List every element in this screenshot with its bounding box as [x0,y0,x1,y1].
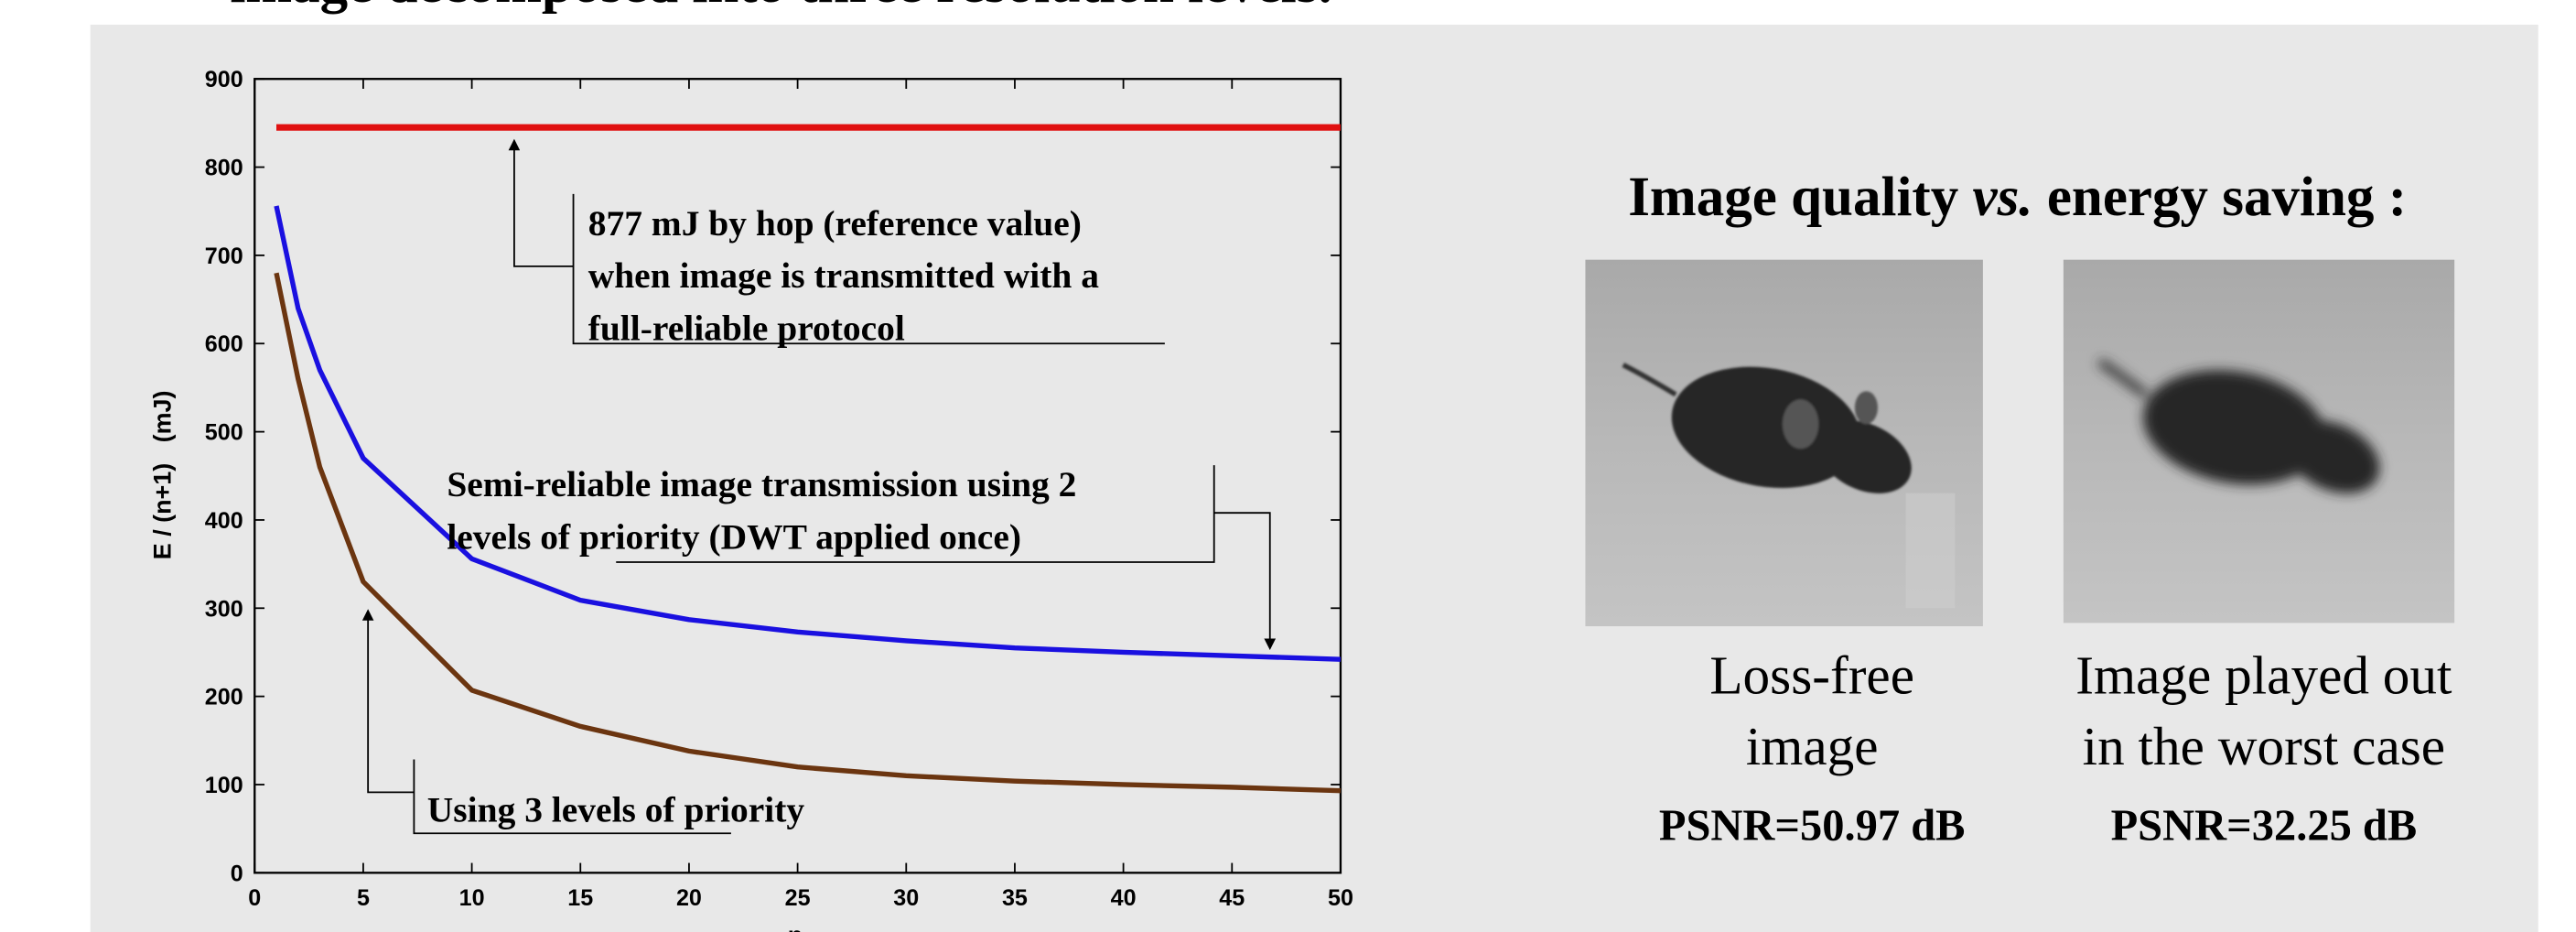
annotation-text: full-reliable protocol [588,309,905,349]
section-heading: Image quality vs. energy saving : [1628,167,2407,228]
y-tick-label: 300 [205,596,243,622]
y-tick-label: 200 [205,685,243,710]
x-tick-label: 15 [567,885,593,911]
image-caption: Loss-free [1709,645,1914,706]
y-axis-label: E / (n+1) (mJ) [149,391,177,560]
annotation-text: when image is transmitted with a [588,255,1099,296]
annotation-text: Using 3 levels of priority [427,790,805,830]
heading-part: energy saving : [2033,167,2407,228]
annotation-text: 877 mJ by hop (reference value) [588,203,1082,244]
photo-lossless [1585,260,1982,626]
psnr-label: PSNR=50.97 dB [1659,801,1966,850]
y-tick-label: 600 [205,331,243,357]
heading-part: vs. [1972,167,2032,228]
y-tick-label: 100 [205,773,243,798]
y-tick-label: 800 [205,156,243,181]
image-caption: Image played out [2075,645,2452,706]
x-tick-label: 10 [459,885,485,911]
x-axis-label: n [788,922,803,932]
slide-title: image decomposed into three resolution l… [230,0,1331,15]
photo-degraded [2064,260,2454,623]
x-tick-label: 20 [676,885,702,911]
slide: image decomposed into three resolution l… [0,0,2576,932]
x-tick-label: 35 [1002,885,1028,911]
image-caption: image [1746,716,1879,776]
x-tick-label: 5 [357,885,370,911]
x-tick-label: 40 [1111,885,1137,911]
page: { "slide": { "title": "image decomposed … [0,0,2576,932]
y-tick-label: 0 [231,861,243,886]
x-tick-label: 25 [785,885,811,911]
x-tick-label: 30 [893,885,919,911]
psnr-label: PSNR=32.25 dB [2111,801,2418,850]
x-tick-label: 0 [248,885,261,911]
y-tick-label: 400 [205,508,243,534]
y-tick-label: 700 [205,244,243,269]
y-tick-label: 900 [205,67,243,92]
x-tick-label: 50 [1328,885,1353,911]
heading-part: Image quality [1628,167,1972,228]
y-tick-label: 500 [205,420,243,446]
x-tick-label: 45 [1219,885,1245,911]
annotation-text: Semi-reliable image transmission using 2 [447,464,1076,504]
image-caption: in the worst case [2083,716,2445,776]
annotation-text: levels of priority (DWT applied once) [447,517,1021,558]
